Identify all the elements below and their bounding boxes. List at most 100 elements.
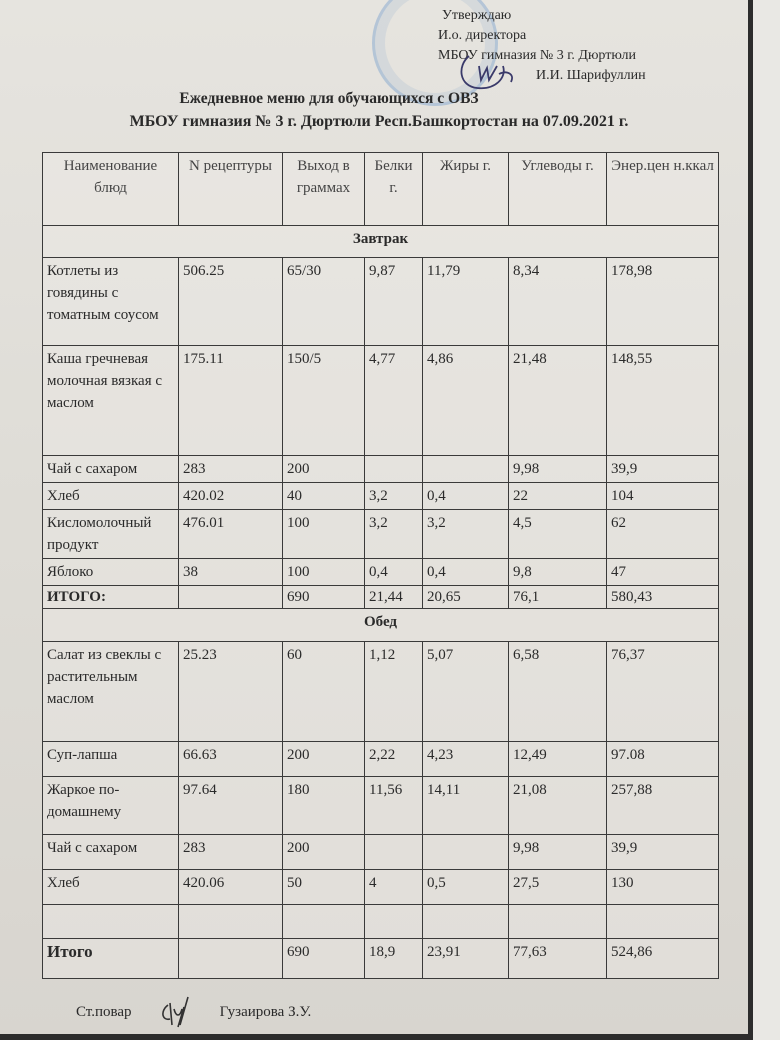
header-yield: Выход в граммах [282, 152, 365, 226]
cell-recipe: 175.11 [178, 345, 283, 456]
table-row: Котлеты из говядины с томатным соусом 506… [42, 257, 719, 346]
cell-fat: 4,23 [422, 741, 509, 777]
stamp-seal [372, 0, 498, 106]
header-dish: Наименование блюд [42, 152, 179, 226]
cell-fat: 4,86 [422, 345, 509, 456]
approval-line-3: МБОУ гимназия № 3 г. Дюртюли [438, 48, 636, 63]
cell-dish: Кисломолочный продукт [42, 509, 179, 559]
cell-recipe: 506.25 [178, 257, 283, 346]
approval-block: Утверждаю И.о. директора МБОУ гимназия №… [438, 6, 646, 86]
background-wall [753, 0, 780, 1040]
cell-recipe: 97.64 [178, 776, 283, 835]
table-row: Суп-лапша 66.63 200 2,22 4,23 12,49 97.08 [42, 741, 719, 777]
cell-energy: 148,55 [606, 345, 719, 456]
total-carbs: 76,1 [508, 585, 607, 609]
cell-fat: 0,5 [422, 869, 509, 905]
cell-yield: 180 [282, 776, 365, 835]
approval-line-2: И.о. директора [438, 28, 527, 43]
cell-recipe: 25.23 [178, 641, 283, 742]
total-fat: 20,65 [422, 585, 509, 609]
cell-yield: 200 [282, 741, 365, 777]
cell-yield: 150/5 [282, 345, 365, 456]
cell-fat: 14,11 [422, 776, 509, 835]
cell-dish: Каша гречневая молочная вязкая с маслом [42, 345, 179, 456]
cell-fat: 3,2 [422, 509, 509, 559]
cell-recipe: 476.01 [178, 509, 283, 559]
cell-carbs: 22 [508, 482, 607, 510]
cell-carbs: 8,34 [508, 257, 607, 346]
page-bottom-edge [0, 1034, 753, 1040]
cell-dish: Хлеб [42, 482, 179, 510]
cell-energy: 39,9 [606, 455, 719, 483]
title-line-2: МБОУ гимназия № 3 г. Дюртюли Респ.Башкор… [129, 113, 629, 130]
cell-fat [422, 904, 509, 939]
cell-carbs: 4,5 [508, 509, 607, 559]
total-protein: 18,9 [364, 938, 423, 979]
cell-fat: 0,4 [422, 558, 509, 586]
total-fat: 23,91 [422, 938, 509, 979]
total-energy: 580,43 [606, 585, 719, 609]
cell-dish: Котлеты из говядины с томатным соусом [42, 257, 179, 346]
cell-fat: 0,4 [422, 482, 509, 510]
approval-line-4: И.И. Шарифуллин [536, 68, 646, 83]
cell-carbs [508, 904, 607, 939]
cell-recipe: 38 [178, 558, 283, 586]
header-recipe: N рецептуры [178, 152, 283, 226]
cell-yield: 200 [282, 834, 365, 870]
cell-dish [42, 904, 179, 939]
cell-carbs: 27,5 [508, 869, 607, 905]
cell-carbs: 9,8 [508, 558, 607, 586]
director-signature [460, 55, 513, 90]
cell-protein [364, 455, 423, 483]
cell-yield: 50 [282, 869, 365, 905]
cell-dish: Салат из свеклы с растительным маслом [42, 641, 179, 742]
total-row: Итого 690 18,9 23,91 77,63 524,86 [42, 938, 719, 979]
cell-fat: 5,07 [422, 641, 509, 742]
page-edge [748, 0, 753, 1040]
cell-dish: Чай с сахаром [42, 455, 179, 483]
cell-yield: 200 [282, 455, 365, 483]
table-row: Хлеб 420.02 40 3,2 0,4 22 104 [42, 482, 719, 510]
total-yield: 690 [282, 938, 365, 979]
cell-energy: 76,37 [606, 641, 719, 742]
footer: Ст.повар Гузаирова З.У. [42, 996, 719, 1028]
cell-energy: 39,9 [606, 834, 719, 870]
cell-carbs: 6,58 [508, 641, 607, 742]
total-recipe [178, 585, 283, 609]
cell-protein: 3,2 [364, 482, 423, 510]
chef-position: Ст.повар [76, 1003, 132, 1020]
section-row: Завтрак [42, 225, 719, 258]
cell-dish: Чай с сахаром [42, 834, 179, 870]
cell-energy: 97.08 [606, 741, 719, 777]
total-yield: 690 [282, 585, 365, 609]
cell-protein [364, 834, 423, 870]
cell-yield: 40 [282, 482, 365, 510]
cell-dish: Хлеб [42, 869, 179, 905]
cell-energy: 257,88 [606, 776, 719, 835]
total-row: ИТОГО: 690 21,44 20,65 76,1 580,43 [42, 585, 719, 609]
table-row: Чай с сахаром 283 200 9,98 39,9 [42, 834, 719, 870]
table-row: Жаркое по-домашнему 97.64 180 11,56 14,11 21,… [42, 776, 719, 835]
total-label: Итого [42, 938, 179, 979]
total-carbs: 77,63 [508, 938, 607, 979]
cell-dish: Яблоко [42, 558, 179, 586]
title-line-1: Ежедневное меню для обучающихся с ОВЗ [179, 90, 479, 107]
cell-carbs: 9,98 [508, 455, 607, 483]
header-protein: Белки г. [364, 152, 423, 226]
section-title: Обед [42, 608, 719, 642]
section-title: Завтрак [42, 225, 719, 258]
cell-yield: 100 [282, 558, 365, 586]
cell-fat [422, 834, 509, 870]
chef-name: Гузаирова З.У. [219, 1003, 312, 1020]
cell-protein: 0,4 [364, 558, 423, 586]
cell-energy: 47 [606, 558, 719, 586]
cell-fat: 11,79 [422, 257, 509, 346]
cell-carbs: 21,48 [508, 345, 607, 456]
total-recipe [178, 938, 283, 979]
cell-carbs: 9,98 [508, 834, 607, 870]
cell-energy: 62 [606, 509, 719, 559]
cell-energy: 130 [606, 869, 719, 905]
cell-energy: 178,98 [606, 257, 719, 346]
table-row [42, 904, 719, 939]
cell-recipe: 283 [178, 834, 283, 870]
